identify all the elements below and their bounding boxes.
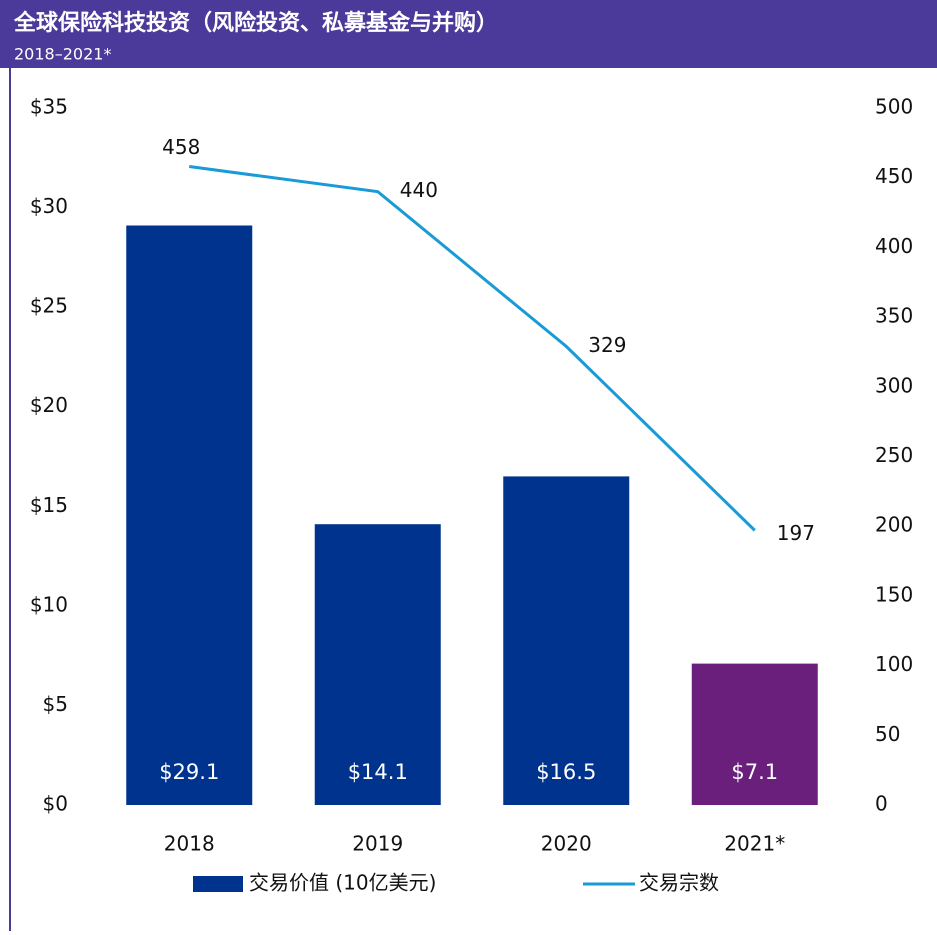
y2-tick-label: 50 <box>875 722 900 746</box>
x-tick-label: 2019 <box>352 832 403 856</box>
bar-value-label: $14.1 <box>348 760 408 784</box>
chart-subtitle: 2018–2021* <box>14 45 111 64</box>
line-value-label: 458 <box>162 135 200 159</box>
bar-value-label: $7.1 <box>731 760 778 784</box>
line-value-label: 329 <box>588 333 626 357</box>
header-band <box>0 0 937 68</box>
legend-swatch <box>193 876 243 892</box>
y2-tick-label: 400 <box>875 234 913 258</box>
y2-tick-label: 250 <box>875 443 913 467</box>
chart-title: 全球保险科技投资（风险投资、私募基金与并购） <box>13 10 498 36</box>
legend-label: 交易宗数 <box>639 871 719 895</box>
y2-tick-label: 300 <box>875 373 913 397</box>
bar-value-label: $16.5 <box>536 760 596 784</box>
legend-label: 交易价值 (10亿美元) <box>249 871 436 895</box>
bar <box>314 524 441 805</box>
x-tick-label: 2018 <box>164 832 215 856</box>
y2-tick-label: 500 <box>875 95 913 119</box>
bar <box>126 225 253 806</box>
y2-tick-label: 0 <box>875 792 888 816</box>
y2-tick-label: 450 <box>875 164 913 188</box>
y-tick-label: $5 <box>43 692 68 716</box>
y2-tick-label: 150 <box>875 582 913 606</box>
line-value-label: 197 <box>777 521 815 545</box>
x-tick-label: 2020 <box>541 832 592 856</box>
y-tick-label: $15 <box>30 493 68 517</box>
bar-value-label: $29.1 <box>159 760 219 784</box>
y-tick-label: $20 <box>30 393 68 417</box>
y2-tick-label: 350 <box>875 304 913 328</box>
y-tick-label: $30 <box>30 194 68 218</box>
line <box>189 165 756 532</box>
y2-tick-label: 200 <box>875 513 913 537</box>
y-tick-label: $10 <box>30 592 68 616</box>
bar <box>503 476 630 805</box>
y-tick-label: $0 <box>43 792 68 816</box>
bar <box>691 663 818 805</box>
x-tick-label: 2021* <box>724 832 785 856</box>
y-tick-label: $35 <box>30 95 68 119</box>
y-tick-label: $25 <box>30 294 68 318</box>
line-value-label: 440 <box>400 178 438 202</box>
y2-tick-label: 100 <box>875 652 913 676</box>
